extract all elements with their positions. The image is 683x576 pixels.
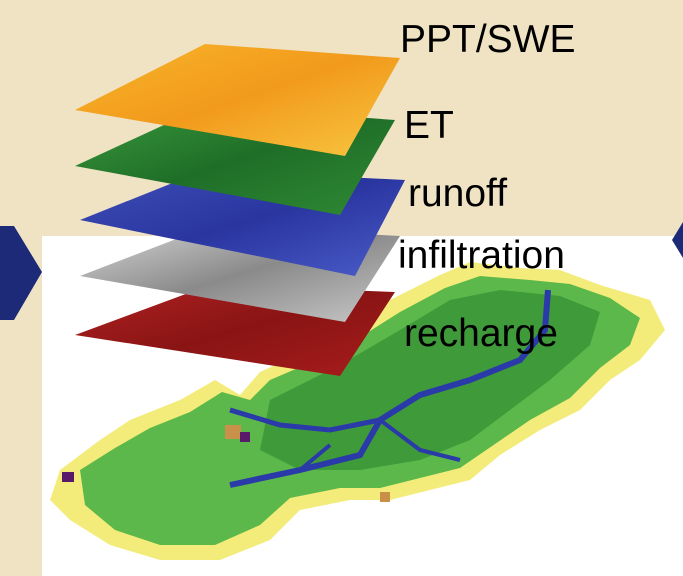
right-arrow — [672, 222, 683, 258]
layer-label: PPT/SWE — [400, 18, 576, 61]
left-arrow — [0, 226, 42, 320]
layer-label: ET — [404, 104, 454, 147]
layer-label: runoff — [408, 172, 507, 215]
watershed-map — [50, 262, 665, 560]
layer-label: infiltration — [398, 234, 565, 277]
ppt-swe-layer — [75, 44, 400, 156]
layer-label: recharge — [404, 312, 558, 355]
